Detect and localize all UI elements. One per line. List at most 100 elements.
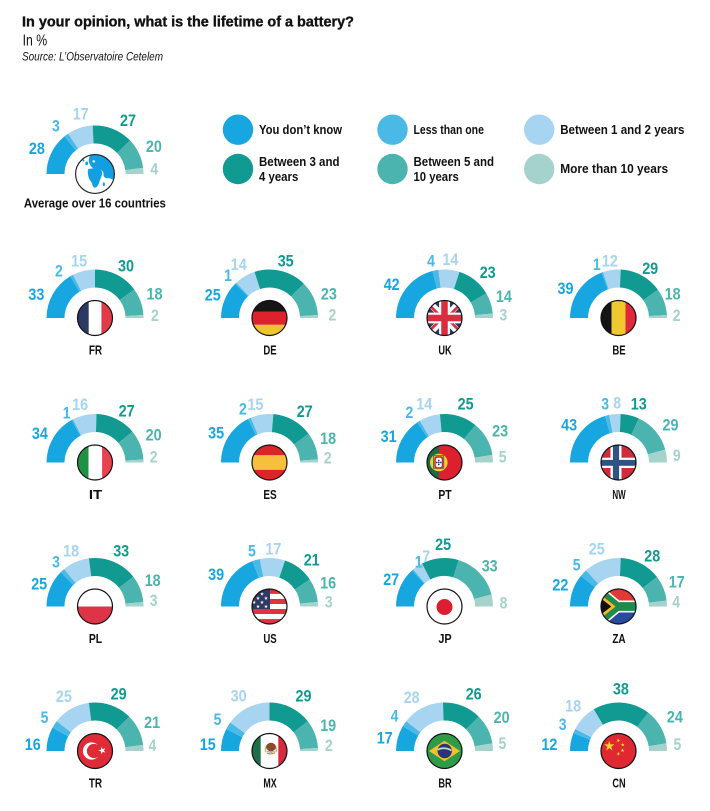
svg-text:25: 25 <box>589 541 605 559</box>
svg-text:2: 2 <box>325 737 333 755</box>
svg-text:18: 18 <box>565 697 581 715</box>
svg-text:17: 17 <box>265 541 281 559</box>
svg-text:5: 5 <box>499 735 507 753</box>
svg-text:ES: ES <box>263 487 277 502</box>
svg-text:16: 16 <box>72 396 88 414</box>
svg-text:5: 5 <box>214 711 222 729</box>
svg-text:34: 34 <box>32 425 49 443</box>
svg-text:You don’t know: You don’t know <box>259 122 343 137</box>
svg-text:1: 1 <box>224 267 232 285</box>
svg-text:More than 10 years: More than 10 years <box>560 161 668 176</box>
svg-text:US: US <box>263 631 277 646</box>
svg-text:16: 16 <box>320 575 336 593</box>
svg-text:28: 28 <box>29 140 45 158</box>
svg-text:21: 21 <box>144 714 160 732</box>
svg-text:15: 15 <box>71 252 87 270</box>
svg-text:IT: IT <box>89 487 102 502</box>
svg-text:35: 35 <box>278 252 294 270</box>
svg-text:4: 4 <box>391 708 399 726</box>
svg-text:10 years: 10 years <box>414 169 459 184</box>
svg-text:25: 25 <box>56 688 72 706</box>
svg-text:13: 13 <box>631 396 647 414</box>
svg-text:2: 2 <box>55 263 63 281</box>
svg-text:12: 12 <box>602 252 618 270</box>
svg-text:3: 3 <box>559 716 567 734</box>
svg-text:18: 18 <box>147 285 163 303</box>
svg-text:3: 3 <box>499 306 507 324</box>
svg-text:19: 19 <box>320 717 336 735</box>
svg-text:21: 21 <box>304 552 320 570</box>
svg-text:1: 1 <box>63 405 71 423</box>
svg-text:3: 3 <box>150 592 158 610</box>
svg-text:MX: MX <box>263 775 277 790</box>
svg-text:23: 23 <box>492 423 508 441</box>
svg-text:4: 4 <box>672 594 680 612</box>
svg-text:Less than one: Less than one <box>414 122 484 137</box>
svg-text:20: 20 <box>494 709 510 727</box>
svg-text:8: 8 <box>613 395 621 413</box>
svg-text:CN: CN <box>612 775 625 790</box>
svg-text:17: 17 <box>73 106 89 124</box>
svg-text:2: 2 <box>324 450 332 468</box>
svg-text:35: 35 <box>208 425 224 443</box>
svg-text:4 years: 4 years <box>259 169 298 184</box>
svg-text:24: 24 <box>667 708 684 726</box>
svg-text:2: 2 <box>329 306 337 324</box>
svg-text:30: 30 <box>231 687 247 705</box>
svg-text:12: 12 <box>541 736 557 754</box>
svg-text:2: 2 <box>406 404 414 422</box>
svg-text:5: 5 <box>248 542 256 560</box>
svg-text:2: 2 <box>673 307 681 325</box>
svg-text:27: 27 <box>120 112 136 130</box>
svg-text:23: 23 <box>321 285 337 303</box>
svg-text:39: 39 <box>208 566 224 584</box>
svg-text:20: 20 <box>146 426 162 444</box>
svg-text:3: 3 <box>601 395 609 413</box>
svg-text:3: 3 <box>325 594 333 612</box>
svg-text:30: 30 <box>118 257 134 275</box>
svg-text:26: 26 <box>466 686 482 704</box>
svg-text:23: 23 <box>480 264 496 282</box>
svg-text:ZA: ZA <box>612 631 626 646</box>
svg-text:2: 2 <box>151 307 159 325</box>
svg-text:1: 1 <box>415 554 423 572</box>
svg-text:3: 3 <box>52 554 60 572</box>
svg-text:Source: L’Observatoire Cetelem: Source: L’Observatoire Cetelem <box>22 50 163 64</box>
svg-text:Between 5 and: Between 5 and <box>414 154 495 169</box>
svg-text:22: 22 <box>552 577 568 595</box>
svg-text:25: 25 <box>31 575 47 593</box>
svg-text:14: 14 <box>496 288 513 306</box>
svg-text:4: 4 <box>427 252 435 270</box>
svg-text:5: 5 <box>674 736 682 754</box>
svg-text:14: 14 <box>416 396 433 414</box>
svg-text:18: 18 <box>63 542 79 560</box>
svg-text:31: 31 <box>381 428 397 446</box>
svg-text:In %: In % <box>23 33 48 50</box>
svg-text:38: 38 <box>613 680 629 698</box>
svg-text:14: 14 <box>442 251 459 269</box>
svg-text:18: 18 <box>145 572 161 590</box>
svg-text:43: 43 <box>561 416 577 434</box>
svg-text:33: 33 <box>28 286 44 304</box>
svg-text:Average over 16 countries: Average over 16 countries <box>24 196 166 211</box>
svg-text:3: 3 <box>52 117 60 135</box>
svg-text:20: 20 <box>146 138 162 156</box>
svg-text:15: 15 <box>247 396 263 414</box>
svg-text:PT: PT <box>438 487 451 502</box>
svg-text:18: 18 <box>320 430 336 448</box>
svg-text:28: 28 <box>644 547 660 565</box>
svg-text:4: 4 <box>149 737 157 755</box>
svg-text:25: 25 <box>205 287 221 305</box>
svg-text:29: 29 <box>111 686 127 704</box>
svg-text:JP: JP <box>438 631 452 646</box>
svg-text:39: 39 <box>558 280 574 298</box>
svg-text:29: 29 <box>663 416 679 434</box>
svg-text:Between 1 and 2 years: Between 1 and 2 years <box>560 122 684 137</box>
svg-text:17: 17 <box>377 730 393 748</box>
svg-text:7: 7 <box>422 548 430 566</box>
svg-text:27: 27 <box>383 571 399 589</box>
svg-text:14: 14 <box>231 256 248 274</box>
svg-text:In your opinion, what is the l: In your opinion, what is the lifetime of… <box>22 14 354 30</box>
svg-text:NW: NW <box>612 487 626 502</box>
svg-text:27: 27 <box>297 403 313 421</box>
